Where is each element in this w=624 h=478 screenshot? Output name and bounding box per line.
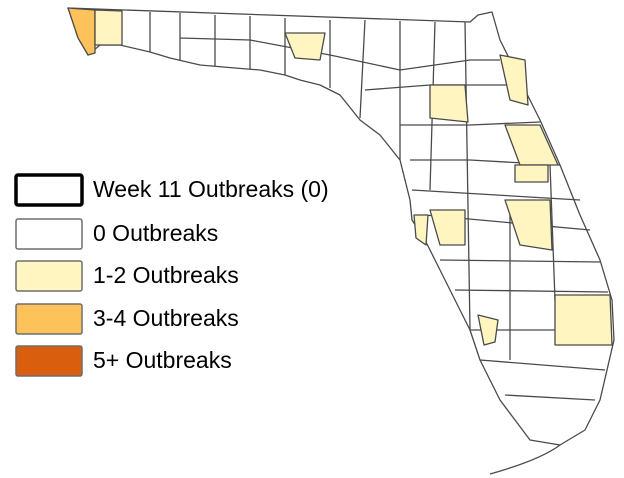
county-alachua bbox=[429, 84, 469, 123]
county-pinellas bbox=[413, 214, 429, 246]
keys bbox=[489, 444, 561, 475]
county-palm-beach bbox=[554, 294, 613, 346]
county-volusia bbox=[504, 124, 559, 166]
legend-swatch bbox=[15, 303, 83, 335]
county-lee bbox=[477, 314, 499, 346]
county-hillsborough bbox=[429, 209, 466, 246]
county-polk bbox=[504, 199, 553, 251]
legend-swatch bbox=[15, 345, 83, 377]
county-leon bbox=[284, 32, 326, 61]
florida-shape bbox=[67, 7, 615, 446]
county-seminole bbox=[514, 164, 549, 183]
county-santa-rosa bbox=[94, 9, 123, 46]
legend-swatch bbox=[15, 218, 83, 250]
legend-label: 3-4 Outbreaks bbox=[93, 305, 239, 331]
legend-label: 0 Outbreaks bbox=[93, 220, 218, 246]
county-escambia bbox=[67, 7, 96, 56]
legend-label: 5+ Outbreaks bbox=[93, 347, 232, 373]
legend-swatch bbox=[15, 260, 83, 292]
legend-label: 1-2 Outbreaks bbox=[93, 262, 239, 288]
legend-label: Week 11 Outbreaks (0) bbox=[93, 176, 329, 202]
county-st-johns bbox=[499, 54, 529, 106]
legend-swatch bbox=[14, 173, 84, 207]
highlighted-counties bbox=[67, 7, 613, 346]
legend: Week 11 Outbreaks (0) 0 Outbreaks 1-2 Outb… bbox=[14, 173, 329, 377]
state-outline bbox=[67, 7, 615, 475]
